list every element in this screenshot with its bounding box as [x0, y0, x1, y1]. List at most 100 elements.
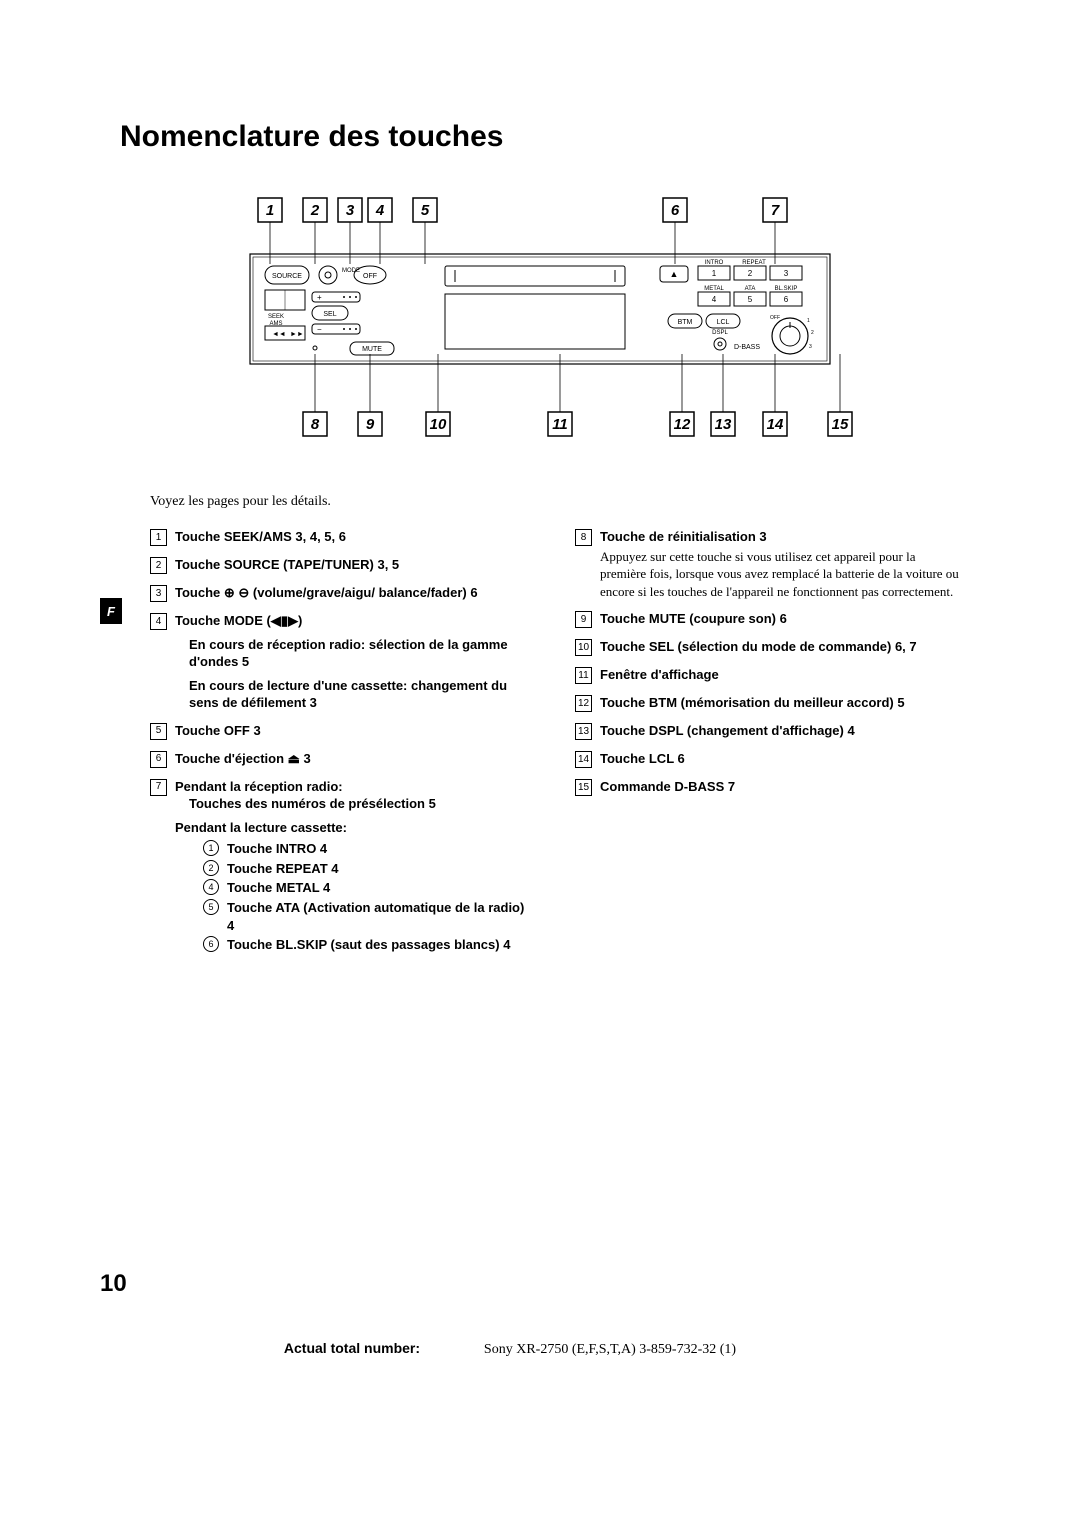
item-number: 1: [150, 529, 167, 546]
page-number: 10: [100, 1270, 127, 1298]
item-body: Touche LCL 6: [600, 750, 960, 768]
item-body: Touche MUTE (coupure son) 6: [600, 610, 960, 628]
item-number: 13: [575, 723, 592, 740]
list-item: 4 Touche MODE (◀▮▶)En cours de réception …: [150, 612, 535, 712]
item-body: Touche BTM (mémorisation du meilleur acc…: [600, 694, 960, 712]
left-column: 1 Touche SEEK/AMS 3, 4, 5, 6 2 Touche SOURC…: [150, 528, 535, 966]
list-item: 14 Touche LCL 6: [575, 750, 960, 768]
svg-text:3: 3: [346, 202, 355, 219]
svg-text:ATA: ATA: [745, 286, 756, 292]
svg-text:9: 9: [366, 416, 375, 433]
item-number: 14: [575, 751, 592, 768]
item-body: Pendant la réception radio:Touches des n…: [175, 778, 535, 956]
svg-text:4: 4: [375, 202, 385, 219]
item-body: Fenêtre d'affichage: [600, 666, 960, 684]
svg-text:6: 6: [671, 202, 680, 219]
content-columns: 1 Touche SEEK/AMS 3, 4, 5, 6 2 Touche SOURC…: [150, 528, 960, 966]
item-number: 3: [150, 585, 167, 602]
list-item: 9 Touche MUTE (coupure son) 6: [575, 610, 960, 628]
svg-text:3: 3: [809, 344, 812, 350]
svg-text:OFF: OFF: [363, 273, 377, 280]
svg-text:BTM: BTM: [678, 319, 693, 326]
list-item: 5 Touche OFF 3: [150, 722, 535, 740]
svg-text:15: 15: [832, 416, 849, 433]
svg-text:3: 3: [784, 269, 789, 278]
list-item: 8 Touche de réinitialisation 3Appuyez sur…: [575, 528, 960, 600]
svg-text:DSPL: DSPL: [712, 330, 728, 336]
item-number: 12: [575, 695, 592, 712]
svg-text:5: 5: [748, 295, 753, 304]
item-number: 8: [575, 529, 592, 546]
svg-text:REPEAT: REPEAT: [742, 260, 766, 266]
item-number: 4: [150, 613, 167, 630]
item-number: 10: [575, 639, 592, 656]
svg-text:−: −: [317, 325, 322, 334]
svg-text:+: +: [317, 293, 322, 302]
svg-text:14: 14: [767, 416, 784, 433]
list-item: 1 Touche SEEK/AMS 3, 4, 5, 6: [150, 528, 535, 546]
item-number: 15: [575, 779, 592, 796]
svg-text:BL.SKIP: BL.SKIP: [775, 286, 798, 292]
svg-text:SEL: SEL: [323, 311, 336, 318]
svg-text:SOURCE: SOURCE: [272, 273, 302, 280]
list-item: 11 Fenêtre d'affichage: [575, 666, 960, 684]
svg-text:LCL: LCL: [717, 319, 730, 326]
svg-text:1: 1: [266, 202, 274, 219]
list-item: 10 Touche SEL (sélection du mode de comma…: [575, 638, 960, 656]
list-item: 15 Commande D-BASS 7: [575, 778, 960, 796]
item-body: Touche SEL (sélection du mode de command…: [600, 638, 960, 656]
item-body: Touche SEEK/AMS 3, 4, 5, 6: [175, 528, 535, 546]
item-body: Touche d'éjection ⏏ 3: [175, 750, 535, 768]
item-body: Touche DSPL (changement d'affichage) 4: [600, 722, 960, 740]
item-body: Touche MODE (◀▮▶)En cours de réception r…: [175, 612, 535, 712]
list-item: 2 Touche SOURCE (TAPE/TUNER) 3, 5: [150, 556, 535, 574]
svg-text:OFF: OFF: [770, 315, 780, 321]
item-number: 7: [150, 779, 167, 796]
svg-text:D-BASS: D-BASS: [734, 344, 760, 351]
list-item: 6 Touche d'éjection ⏏ 3: [150, 750, 535, 768]
svg-text:5: 5: [421, 202, 430, 219]
svg-text:1: 1: [712, 269, 717, 278]
language-tab: F: [100, 598, 122, 624]
item-number: 9: [575, 611, 592, 628]
svg-text:▲: ▲: [670, 269, 679, 279]
svg-text:10: 10: [430, 416, 447, 433]
svg-text:MUTE: MUTE: [362, 346, 382, 353]
item-number: 11: [575, 667, 592, 684]
item-number: 6: [150, 751, 167, 768]
svg-text:2: 2: [748, 269, 753, 278]
footer-mid: Sony XR-2750 (E,F,S,T,A) 3-859-732-32 (1…: [484, 1342, 736, 1357]
svg-text:7: 7: [771, 202, 780, 219]
right-column: 8 Touche de réinitialisation 3Appuyez sur…: [575, 528, 960, 966]
svg-text:◄◄: ◄◄: [272, 331, 286, 338]
svg-text:12: 12: [674, 416, 691, 433]
list-item: 13 Touche DSPL (changement d'affichage) 4: [575, 722, 960, 740]
list-item: 12 Touche BTM (mémorisation du meilleur a…: [575, 694, 960, 712]
item-body: Touche OFF 3: [175, 722, 535, 740]
item-body: Touche de réinitialisation 3Appuyez sur …: [600, 528, 960, 600]
svg-text:SEEK: SEEK: [268, 314, 284, 320]
item-body: Touche SOURCE (TAPE/TUNER) 3, 5: [175, 556, 535, 574]
item-body: Commande D-BASS 7: [600, 778, 960, 796]
item-number: 5: [150, 723, 167, 740]
svg-text:13: 13: [715, 416, 732, 433]
svg-text:2: 2: [310, 202, 320, 219]
svg-text:11: 11: [552, 416, 568, 433]
svg-text:►►: ►►: [290, 331, 304, 338]
svg-text:INTRO: INTRO: [705, 260, 724, 266]
intro-text: Voyez les pages pour les détails.: [150, 494, 960, 510]
page-title: Nomenclature des touches: [120, 120, 960, 154]
list-item: 3 Touche ⊕ ⊖ (volume/grave/aigu/ balance/…: [150, 584, 535, 602]
device-diagram: SOURCE MODE OFF SEEK AMS + − SEL ◄◄ ►► M…: [220, 194, 860, 454]
svg-text:METAL: METAL: [704, 286, 724, 292]
list-item: 7 Pendant la réception radio:Touches des …: [150, 778, 535, 956]
svg-text:2: 2: [811, 330, 814, 336]
item-number: 2: [150, 557, 167, 574]
svg-text:MODE: MODE: [342, 268, 360, 274]
svg-text:6: 6: [784, 295, 789, 304]
footer-left: Actual total number:: [284, 1340, 420, 1356]
svg-text:1: 1: [807, 318, 810, 324]
svg-text:8: 8: [311, 416, 320, 433]
item-body: Touche ⊕ ⊖ (volume/grave/aigu/ balance/f…: [175, 584, 535, 602]
footer: Actual total number: Sony XR-2750 (E,F,S…: [0, 1340, 1080, 1358]
